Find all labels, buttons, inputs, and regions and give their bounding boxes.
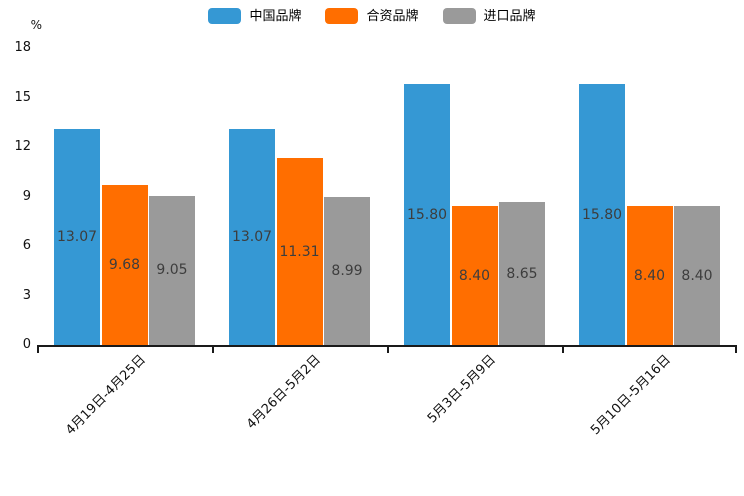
legend-label: 中国品牌 xyxy=(249,8,302,24)
y-tick-label: 15 xyxy=(14,89,31,105)
legend-item-0[interactable]: 中国品牌 xyxy=(208,8,301,24)
x-axis-tick xyxy=(387,347,389,353)
x-axis-tick xyxy=(562,347,564,353)
legend-label: 进口品牌 xyxy=(483,8,536,24)
bar-value-label: 15.80 xyxy=(581,206,623,223)
x-category-label: 5月10日-5月16日 xyxy=(587,352,674,439)
bar-group: 15.80 8.40 8.40 xyxy=(562,48,737,345)
legend-swatch-icon xyxy=(442,8,476,24)
legend-item-2[interactable]: 进口品牌 xyxy=(442,8,536,24)
bar-value-label: 9.05 xyxy=(156,262,188,279)
bar-value-label: 8.40 xyxy=(458,267,491,284)
y-tick-label: 12 xyxy=(14,139,31,154)
bar-value-label: 13.07 xyxy=(56,229,98,246)
x-category-label: 5月3日-5月9日 xyxy=(424,352,499,427)
legend-swatch-icon xyxy=(208,8,242,24)
y-axis-unit-label: % xyxy=(30,18,42,32)
bar-value-label: 15.80 xyxy=(406,206,448,223)
legend-item-1[interactable]: 合资品牌 xyxy=(325,8,419,24)
bar-进口品牌-1: 8.99 xyxy=(324,196,370,345)
bar-value-label: 8.99 xyxy=(331,262,363,279)
x-category-label: 4月19日-4月25日 xyxy=(62,352,149,439)
x-axis-tick xyxy=(735,347,737,353)
y-tick-label: 9 xyxy=(22,188,31,204)
bar-value-label: 8.40 xyxy=(681,267,713,284)
bar-value-label: 11.31 xyxy=(279,243,320,260)
bar-合资品牌-1: 11.31 xyxy=(276,158,323,345)
legend-label: 合资品牌 xyxy=(366,8,419,24)
bar-进口品牌-0: 9.05 xyxy=(149,195,195,345)
bar-进口品牌-2: 8.65 xyxy=(499,202,545,345)
x-axis-tick xyxy=(212,347,214,353)
bar-进口品牌-3: 8.40 xyxy=(674,206,720,345)
y-tick-label: 18 xyxy=(14,40,31,55)
legend: 中国品牌 合资品牌 进口品牌 xyxy=(0,8,744,24)
bar-合资品牌-3: 8.40 xyxy=(626,206,673,345)
bar-中国品牌-1: 13.07 xyxy=(229,129,275,345)
bar-合资品牌-2: 8.40 xyxy=(451,206,498,345)
bar-中国品牌-0: 13.07 xyxy=(54,129,100,345)
bar-中国品牌-3: 15.80 xyxy=(579,84,625,345)
bar-合资品牌-0: 9.68 xyxy=(101,185,148,345)
bar-group: 15.80 8.40 8.65 xyxy=(387,48,562,345)
bar-value-label: 8.40 xyxy=(633,267,666,284)
bar-value-label: 8.65 xyxy=(506,265,538,282)
bar-value-label: 13.07 xyxy=(231,229,273,246)
bar-value-label: 9.68 xyxy=(108,257,141,274)
x-category-label: 4月26日-5月2日 xyxy=(243,352,324,433)
bar-中国品牌-2: 15.80 xyxy=(404,84,450,345)
bar-group: 13.07 9.68 9.05 xyxy=(37,48,212,345)
x-axis-tick xyxy=(37,347,39,353)
legend-swatch-icon xyxy=(325,8,359,24)
plot-area: 13.07 9.68 9.05 13.07 11.31 8.99 15.80 8.40 8.65… xyxy=(37,48,737,353)
y-tick-label: 3 xyxy=(22,287,31,303)
y-tick-label: 0 xyxy=(22,337,31,352)
y-tick-label: 6 xyxy=(22,238,31,253)
bar-group: 13.07 11.31 8.99 xyxy=(212,48,387,345)
